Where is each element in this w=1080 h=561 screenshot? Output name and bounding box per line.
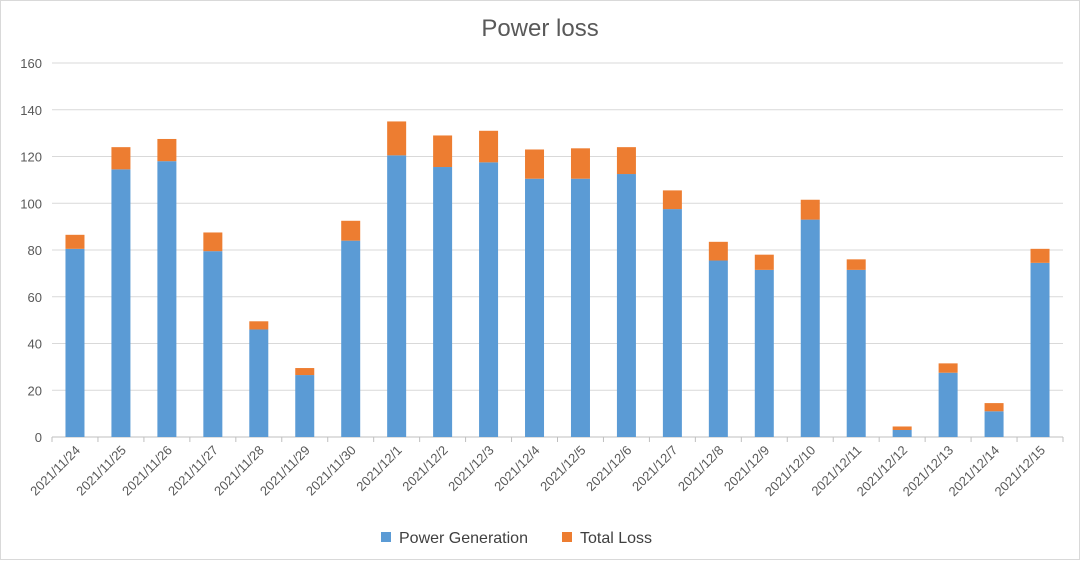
bar-total-loss — [433, 135, 453, 168]
y-tick-label: 120 — [20, 150, 42, 165]
y-tick-label: 160 — [20, 56, 42, 71]
bar-power-generation — [203, 251, 223, 437]
x-tick-label: 2021/12/2 — [399, 443, 451, 495]
bar-power-generation — [479, 162, 499, 437]
bar-power-generation — [708, 260, 728, 437]
y-tick-label: 100 — [20, 196, 42, 211]
bar-total-loss — [203, 232, 223, 252]
bar-power-generation — [157, 161, 177, 438]
bar-power-generation — [938, 372, 958, 437]
y-tick-label: 140 — [20, 103, 42, 118]
bar-power-generation — [249, 329, 269, 437]
legend-swatch-power-generation — [381, 532, 391, 542]
bar-power-generation — [662, 209, 682, 437]
bars — [65, 121, 1050, 438]
bar-total-loss — [111, 147, 131, 170]
bar-power-generation — [341, 240, 361, 437]
y-tick-label: 80 — [28, 243, 42, 258]
x-tick-label: 2021/12/5 — [537, 443, 589, 495]
bar-total-loss — [708, 241, 728, 261]
bar-total-loss — [984, 403, 1004, 412]
legend-swatch-total-loss — [562, 532, 572, 542]
bar-total-loss — [387, 121, 407, 156]
bar-total-loss — [570, 148, 590, 179]
bar-total-loss — [938, 363, 958, 373]
y-tick-label: 60 — [28, 290, 42, 305]
legend: Power Generation Total Loss — [381, 530, 652, 547]
bar-total-loss — [846, 259, 866, 270]
chart-title: Power loss — [481, 15, 598, 42]
bar-power-generation — [616, 174, 636, 437]
bar-total-loss — [65, 234, 85, 249]
x-tick-label: 2021/12/7 — [629, 443, 681, 495]
bar-power-generation — [295, 375, 315, 437]
bar-total-loss — [479, 130, 499, 163]
y-axis-ticks: 0 20 40 60 80 100 120 140 160 — [20, 56, 42, 445]
bar-power-generation — [800, 219, 820, 437]
bar-total-loss — [616, 147, 636, 175]
bar-total-loss — [892, 426, 912, 430]
legend-label-power-generation: Power Generation — [399, 530, 528, 547]
x-tick-label: 2021/12/1 — [353, 443, 405, 495]
bar-total-loss — [249, 321, 269, 330]
bar-total-loss — [295, 368, 315, 376]
bar-power-generation — [984, 411, 1004, 437]
y-tick-label: 40 — [28, 337, 42, 352]
bar-power-generation — [433, 167, 453, 438]
x-tick-label: 2021/12/3 — [445, 443, 497, 495]
x-tick-label: 2021/12/8 — [675, 443, 727, 495]
x-axis-ticks: 2021/11/242021/11/252021/11/262021/11/27… — [27, 443, 1048, 500]
bar-power-generation — [846, 269, 866, 437]
bar-power-generation — [1030, 262, 1050, 437]
y-tick-label: 20 — [28, 383, 42, 398]
bar-power-generation — [754, 269, 774, 437]
y-tick-label: 0 — [35, 430, 42, 445]
bar-total-loss — [800, 199, 820, 220]
bar-power-generation — [387, 155, 407, 438]
legend-label-total-loss: Total Loss — [580, 530, 652, 547]
bar-total-loss — [1030, 248, 1050, 263]
bar-power-generation — [65, 248, 85, 437]
bar-power-generation — [525, 178, 545, 438]
bar-total-loss — [525, 149, 545, 179]
bar-total-loss — [157, 138, 177, 162]
bar-total-loss — [754, 254, 774, 270]
bar-power-generation — [892, 429, 912, 437]
bar-total-loss — [341, 220, 361, 241]
bar-total-loss — [662, 190, 682, 210]
x-tick-label: 2021/11/30 — [303, 443, 359, 499]
x-tick-label: 2021/12/4 — [491, 443, 543, 495]
x-tick-label: 2021/12/6 — [583, 443, 635, 495]
bar-power-generation — [570, 178, 590, 438]
bar-power-generation — [111, 169, 131, 437]
